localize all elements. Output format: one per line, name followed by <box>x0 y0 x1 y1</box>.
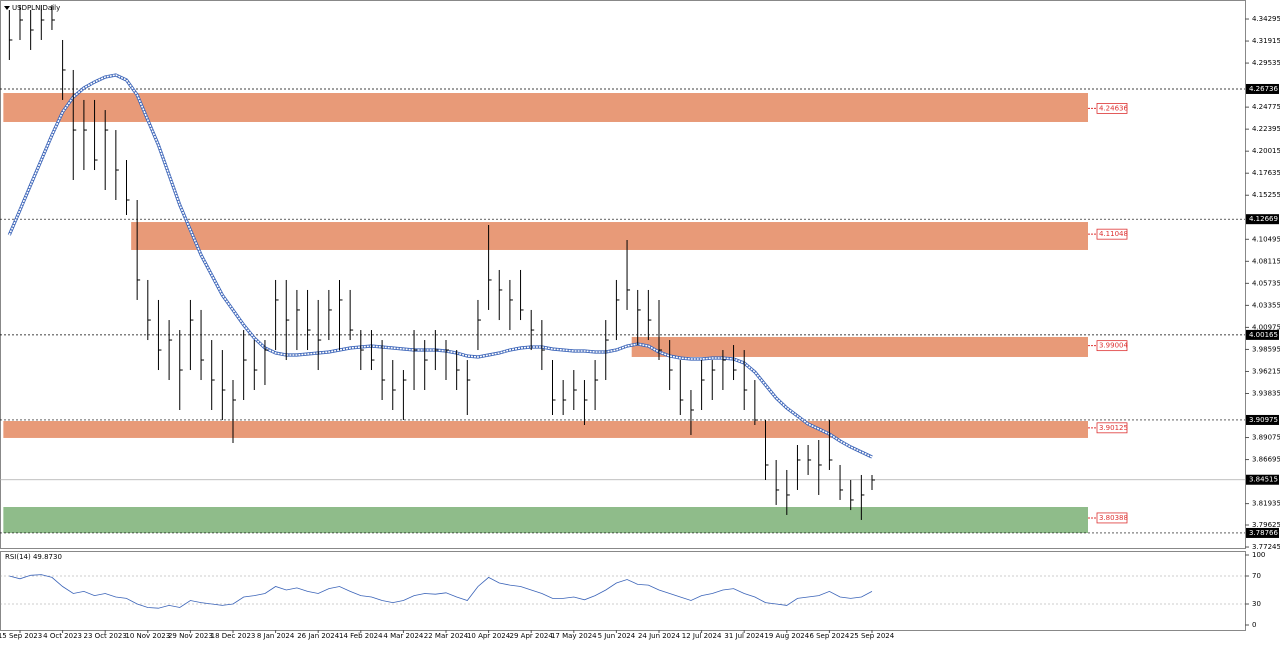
zone-label-box <box>1096 340 1128 352</box>
x-tick-label: 17 May 2024 <box>551 632 597 640</box>
title-arrow <box>4 6 10 10</box>
y-tick-label: 4.00975 <box>1252 323 1280 331</box>
zone-label: 3.90125 <box>1099 424 1128 432</box>
y-tick-label: 4.31915 <box>1252 37 1280 45</box>
rsi-panel <box>0 551 1246 631</box>
x-tick-label: 29 Nov 2023 <box>168 632 213 640</box>
y-tick-label: 3.86695 <box>1252 456 1280 464</box>
x-tick-label: 24 Jun 2024 <box>638 632 681 640</box>
zone-label: 3.80388 <box>1099 514 1128 522</box>
zone <box>3 506 1089 534</box>
x-tick-label: 18 Dec 2023 <box>211 632 256 640</box>
zone <box>631 336 1088 357</box>
x-tick-label: 25 Sep 2024 <box>850 632 895 640</box>
y-tick-label: 4.24775 <box>1252 103 1280 111</box>
x-tick-label: 4 Oct 2023 <box>43 632 82 640</box>
x-tick-label: 19 Aug 2024 <box>764 632 809 640</box>
main-panel <box>0 0 1246 549</box>
x-tick-label: 4 Mar 2024 <box>383 632 423 640</box>
level-label: 4.12669 <box>1249 215 1278 223</box>
y-tick-label: 4.17635 <box>1252 169 1280 177</box>
zone <box>3 93 1089 122</box>
x-tick-label: 22 Mar 2024 <box>424 632 469 640</box>
moving-average-core <box>8 74 873 458</box>
rsi-tick-label: 30 <box>1252 600 1261 608</box>
level-label: 3.90975 <box>1249 416 1278 424</box>
y-tick-label: 4.20015 <box>1252 147 1280 155</box>
x-tick-label: 8 Jan 2024 <box>257 632 295 640</box>
y-tick-label: 3.77245 <box>1252 543 1280 551</box>
y-tick-label: 4.05735 <box>1252 279 1280 287</box>
x-tick-label: 26 Jan 2024 <box>297 632 340 640</box>
y-tick-label: 3.93835 <box>1252 389 1280 397</box>
level-label-box <box>1246 414 1279 425</box>
x-tick-label: 10 Nov 2023 <box>125 632 170 640</box>
zone-label-box <box>1096 228 1128 240</box>
level-label-box <box>1246 527 1279 538</box>
x-tick-label: 10 Apr 2024 <box>467 632 511 640</box>
x-tick-label: 12 Jul 2024 <box>682 632 722 640</box>
y-tick-label: 4.34295 <box>1252 15 1280 23</box>
x-tick-label: 29 Apr 2024 <box>510 632 554 640</box>
y-tick-label: 3.98595 <box>1252 345 1280 353</box>
zone <box>3 421 1089 438</box>
x-tick-label: 15 Sep 2023 <box>0 632 42 640</box>
y-tick-label: 4.03355 <box>1252 301 1280 309</box>
zone-label-box <box>1096 103 1128 114</box>
y-tick-label: 4.22395 <box>1252 125 1280 133</box>
level-label-box <box>1246 83 1279 94</box>
level-label-box <box>1246 329 1279 340</box>
y-tick-label: 4.15255 <box>1252 191 1280 199</box>
y-tick-label: 4.08115 <box>1252 257 1280 265</box>
zone-label: 4.24636 <box>1099 104 1128 112</box>
y-tick-label: 3.81935 <box>1252 500 1280 508</box>
chart-title: USDPLN,Daily <box>12 4 60 12</box>
rsi-tick-label: 0 <box>1252 621 1256 629</box>
rsi-tick-label: 70 <box>1252 572 1261 580</box>
x-tick-label: 5 Jun 2024 <box>598 632 636 640</box>
level-label: 3.78766 <box>1249 529 1278 537</box>
y-tick-label: 3.89075 <box>1252 434 1280 442</box>
rsi-tick-label: 100 <box>1252 551 1265 559</box>
last-price-box <box>1246 474 1279 485</box>
last-price-label: 3.84515 <box>1249 476 1278 484</box>
y-tick-label: 4.10495 <box>1252 235 1280 243</box>
x-tick-label: 31 Jul 2024 <box>724 632 764 640</box>
zone-label: 4.11048 <box>1099 230 1128 238</box>
y-tick-label: 4.29535 <box>1252 59 1280 67</box>
zone <box>131 222 1088 250</box>
zone-label-box <box>1096 422 1128 434</box>
level-label: 4.00165 <box>1249 331 1278 339</box>
rsi-label: RSI(14) 49.8730 <box>5 553 62 561</box>
x-tick-label: 23 Oct 2023 <box>84 632 127 640</box>
level-label: 4.26736 <box>1249 85 1278 93</box>
rsi-line <box>9 574 873 609</box>
zone-label-box <box>1096 512 1128 524</box>
level-label-box <box>1246 214 1279 225</box>
y-tick-label: 3.96215 <box>1252 367 1280 375</box>
x-tick-label: 14 Feb 2024 <box>339 632 383 640</box>
x-tick-label: 6 Sep 2024 <box>809 632 849 640</box>
y-tick-label: 3.79625 <box>1252 521 1280 529</box>
zone-label: 3.99004 <box>1099 342 1128 350</box>
